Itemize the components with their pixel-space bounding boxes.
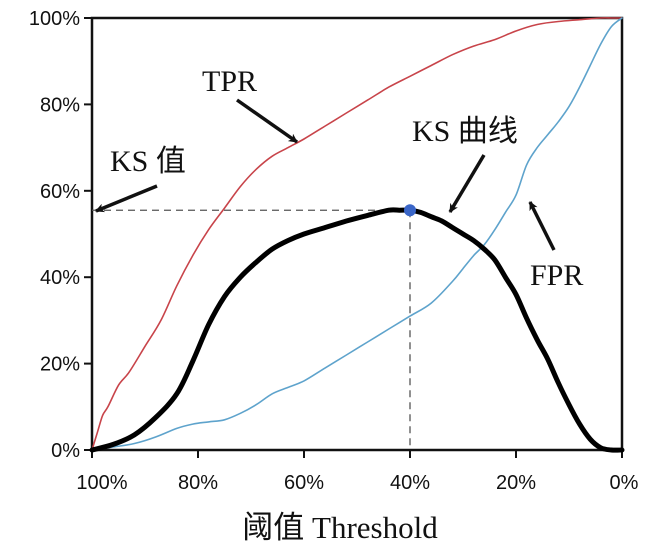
ks-curve-line xyxy=(89,207,625,453)
ks-max-point xyxy=(404,204,416,217)
ks-value-annotation: KS 值 xyxy=(110,145,186,178)
y-tick-label: 60% xyxy=(40,181,80,203)
fpr-arrow xyxy=(528,201,556,251)
y-tick-label: 40% xyxy=(40,267,80,289)
tpr-annotation: TPR xyxy=(202,65,257,98)
ks-curve-arrow xyxy=(448,154,486,213)
fpr-line xyxy=(91,17,623,451)
y-tick-label: 100% xyxy=(29,8,80,30)
x-axis: 100% 80% 60% 40% 20% 0% xyxy=(76,450,639,494)
ks-curve-annotation: KS 曲线 xyxy=(412,115,518,148)
y-tick-label: 80% xyxy=(40,94,80,116)
y-tick-label: 20% xyxy=(40,354,80,376)
x-tick-label: 0% xyxy=(610,472,639,494)
y-tick-label: 0% xyxy=(51,440,80,462)
plot-frame xyxy=(90,16,624,452)
x-tick-label: 40% xyxy=(390,472,430,494)
ks-value-arrow xyxy=(95,184,158,213)
tpr-arrow xyxy=(235,98,299,144)
y-axis: 0% 20% 40% 60% 80% 100% xyxy=(29,8,92,462)
x-tick-label: 20% xyxy=(496,472,536,494)
x-axis-title: 阈值 Threshold xyxy=(242,510,438,545)
fpr-annotation: FPR xyxy=(530,259,583,292)
x-tick-label: 60% xyxy=(284,472,324,494)
x-tick-label: 80% xyxy=(178,472,218,494)
tpr-line xyxy=(91,17,623,451)
x-tick-label: 100% xyxy=(76,472,127,494)
